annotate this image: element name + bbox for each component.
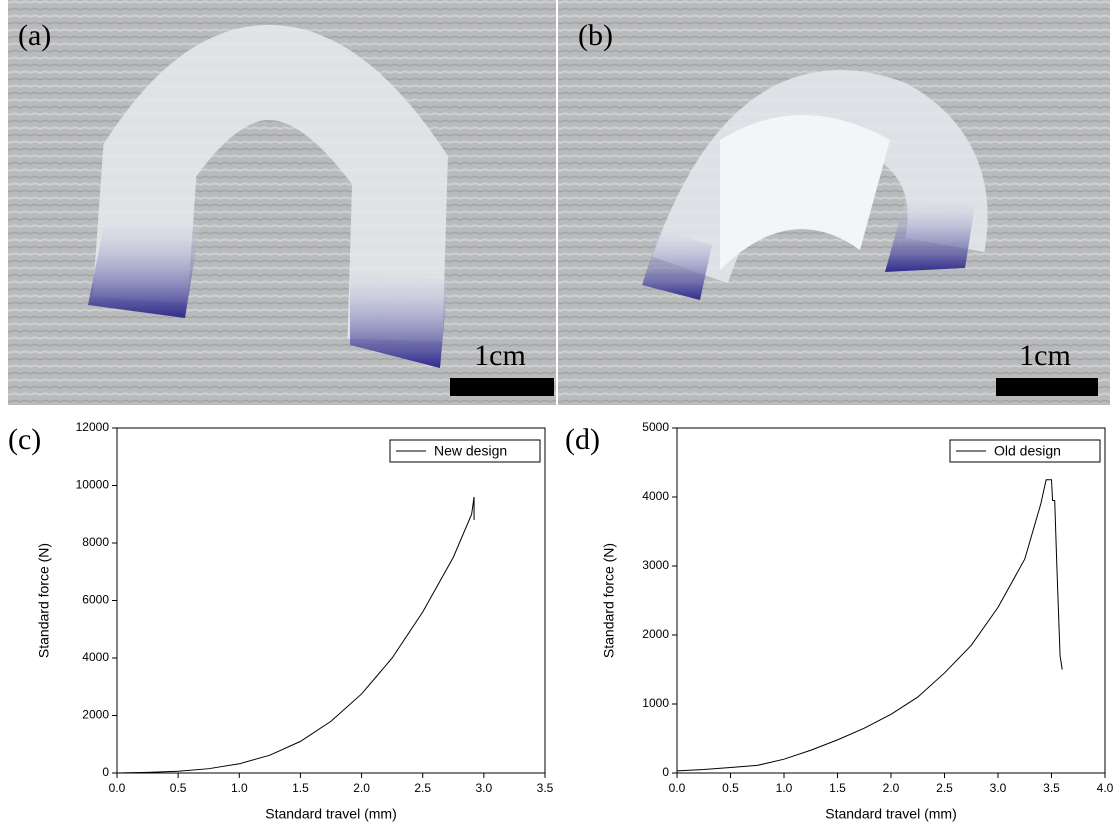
legend-box: [949, 439, 1101, 463]
data-line: [676, 479, 1063, 772]
specimen-fracture: [720, 115, 890, 270]
x-tick-label: 2.0: [353, 781, 370, 795]
x-tick-label: 0.5: [170, 781, 187, 795]
x-tick-label: 1.0: [776, 781, 793, 795]
y-tick-label: 4000: [642, 489, 669, 503]
y-tick-label: 3000: [642, 558, 669, 572]
x-tick-label: 3.0: [990, 781, 1007, 795]
y-tick-label: 10000: [76, 478, 110, 492]
panel-label: (d): [565, 423, 600, 456]
y-tick-label: 4000: [82, 650, 109, 664]
panel-label: (a): [18, 19, 51, 52]
y-tick-label: 0: [102, 765, 109, 779]
photo-b: 1cm (b): [558, 0, 1110, 405]
y-tick-label: 8000: [82, 535, 109, 549]
x-tick-label: 1.0: [231, 781, 248, 795]
y-tick-label: 1000: [642, 696, 669, 710]
x-axis-label: Standard travel (mm): [825, 806, 956, 822]
x-tick-label: 2.0: [883, 781, 900, 795]
specimen-end: [642, 230, 712, 300]
x-tick-label: 4.0: [1097, 781, 1114, 795]
y-tick-label: 5000: [642, 420, 669, 434]
y-tick-label: 12000: [76, 420, 110, 434]
x-tick-label: 3.5: [1043, 781, 1060, 795]
scale-bar-label: 1cm: [1019, 339, 1071, 372]
panel-label: (c): [8, 423, 41, 456]
y-axis-label: Standard force (N): [36, 543, 52, 658]
photo-a: 1cm (a): [8, 0, 556, 405]
data-line: [116, 496, 475, 774]
legend-label: New design: [434, 443, 507, 459]
y-tick-label: 2000: [82, 708, 109, 722]
x-tick-label: 2.5: [414, 781, 431, 795]
specimen-end: [350, 270, 448, 368]
x-tick-label: 0.5: [722, 781, 739, 795]
x-tick-label: 3.5: [537, 781, 554, 795]
y-tick-label: 6000: [82, 593, 109, 607]
legend-label: Old design: [994, 443, 1061, 459]
x-tick-label: 1.5: [829, 781, 846, 795]
x-tick-label: 3.0: [476, 781, 493, 795]
x-tick-label: 0.0: [669, 781, 686, 795]
y-tick-label: 2000: [642, 627, 669, 641]
specimen: [92, 25, 448, 342]
x-tick-label: 0.0: [109, 781, 126, 795]
plot-frame: [676, 427, 1106, 774]
y-tick-label: 0: [662, 765, 669, 779]
x-tick-label: 2.5: [936, 781, 953, 795]
x-axis-label: Standard travel (mm): [265, 806, 396, 822]
panel-label: (b): [578, 19, 613, 52]
specimen-end: [885, 200, 975, 272]
y-axis-label: Standard force (N): [601, 543, 617, 658]
scale-bar: [450, 378, 554, 396]
specimen-end: [88, 220, 200, 318]
scale-bar: [996, 378, 1098, 396]
legend-box: [389, 439, 541, 463]
x-tick-label: 1.5: [292, 781, 309, 795]
scale-bar-label: 1cm: [474, 339, 526, 372]
